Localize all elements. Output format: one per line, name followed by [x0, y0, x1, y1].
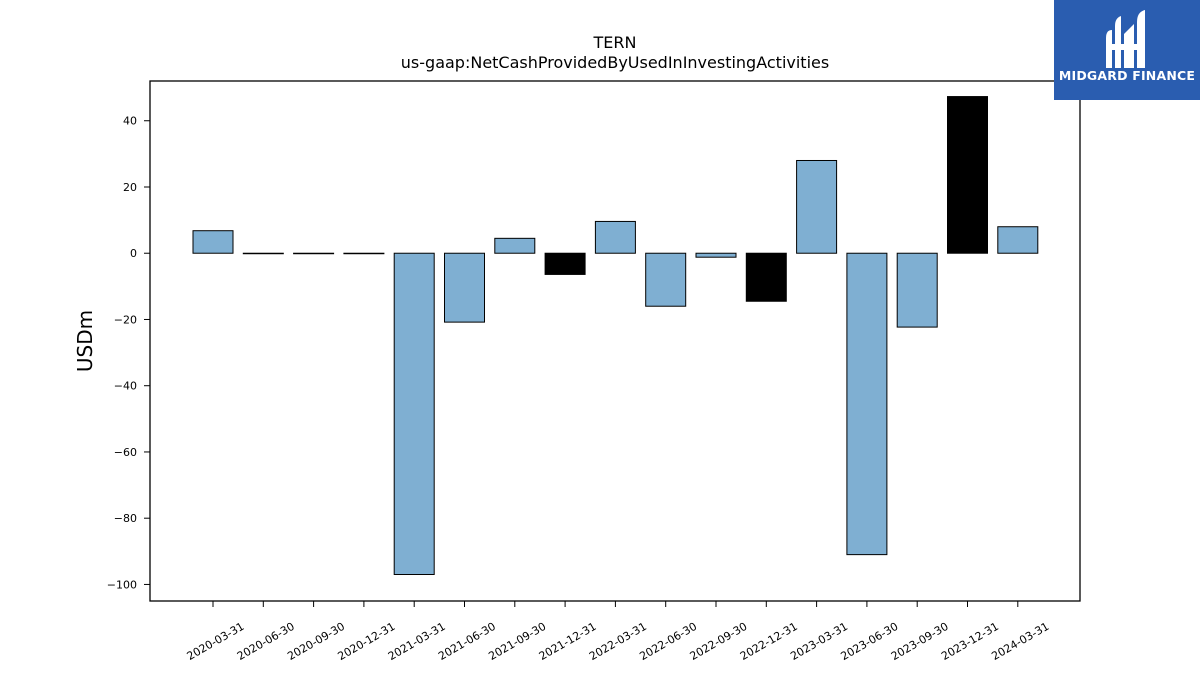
y-tick-label-20: 20: [123, 181, 137, 194]
bar-2023-12-31: [947, 96, 988, 254]
bar-2021-03-31: [393, 252, 435, 576]
bar-2023-06-30: [846, 252, 888, 556]
bar-2022-03-31: [594, 220, 636, 254]
logo-text: MIDGARD FINANCE: [1058, 68, 1196, 83]
y-tick-label--40: −40: [114, 380, 137, 393]
y-tick-label--100: −100: [107, 578, 137, 591]
y-tick-label-40: 40: [123, 115, 137, 128]
bar-2020-03-31: [192, 230, 234, 254]
bar-2023-09-30: [896, 252, 938, 328]
logo-mark-icon: [1106, 10, 1145, 68]
bar-2021-06-30: [444, 252, 485, 323]
bar-2024-03-31: [997, 226, 1039, 254]
bar-2022-12-31: [745, 252, 787, 302]
y-tick-label-0: 0: [130, 247, 137, 260]
x-tick-label-2024-03-31: 2024-03-31: [989, 620, 1051, 663]
y-tick-label--60: −60: [114, 446, 137, 459]
bar-2023-03-31: [796, 159, 838, 254]
bar-2022-09-30: [695, 252, 737, 258]
plot-frame: [149, 80, 1081, 602]
y-tick-label--80: −80: [114, 512, 137, 525]
bar-2022-06-30: [645, 252, 687, 307]
y-axis-label: USDm: [73, 310, 97, 372]
bar-2020-06-30: [242, 252, 284, 255]
chart-title: TERN: [593, 33, 637, 52]
bar-2020-12-31: [343, 252, 385, 255]
bar-2020-09-30: [293, 252, 335, 255]
midgard-finance-logo: MIDGARD FINANCE: [1054, 0, 1200, 100]
bar-2021-12-31: [544, 252, 586, 275]
y-tick-label--20: −20: [114, 313, 137, 326]
bar-2021-09-30: [494, 237, 536, 254]
chart-subtitle: us-gaap:NetCashProvidedByUsedInInvesting…: [400, 53, 830, 72]
